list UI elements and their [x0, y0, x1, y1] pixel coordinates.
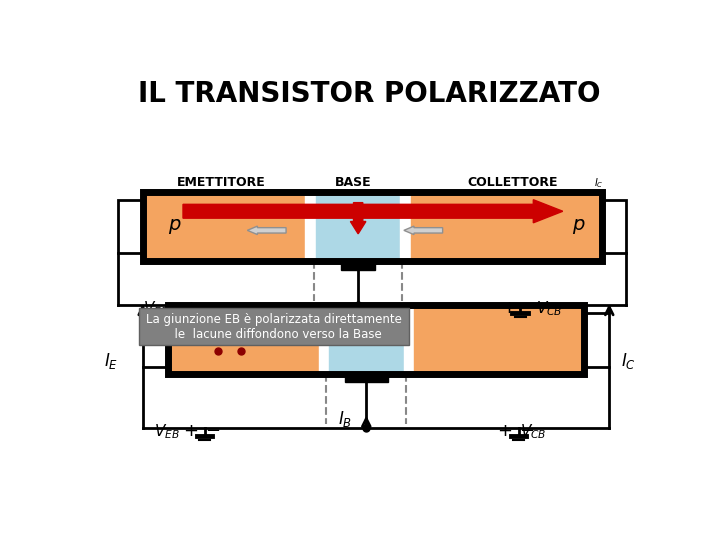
Text: IL TRANSISTOR POLARIZZATO: IL TRANSISTOR POLARIZZATO	[138, 80, 600, 108]
Text: $p$: $p$	[168, 217, 181, 236]
Text: +: +	[184, 299, 198, 317]
Text: EMETTITORE: EMETTITORE	[177, 176, 266, 189]
Text: La giunzione EB è polarizzata direttamente
  le  lacune diffondono verso la Base: La giunzione EB è polarizzata direttamen…	[146, 313, 402, 341]
Text: $V_{EB}$: $V_{EB}$	[143, 300, 168, 318]
Bar	[168, 305, 319, 374]
Text: $I_B$: $I_B$	[338, 409, 352, 429]
Text: $I_C$: $I_C$	[594, 176, 603, 190]
Text: $I_C$: $I_C$	[621, 351, 636, 372]
FancyArrow shape	[248, 226, 286, 234]
Bar	[118, 200, 143, 253]
Bar	[143, 192, 601, 261]
Bar	[168, 305, 585, 374]
Bar	[341, 260, 375, 271]
Text: BASE: BASE	[336, 176, 372, 189]
Bar	[143, 313, 168, 367]
Text: $I_E$: $I_E$	[104, 351, 118, 372]
FancyBboxPatch shape	[139, 308, 409, 345]
Bar	[143, 192, 305, 261]
Bar	[414, 305, 585, 374]
Bar	[411, 192, 601, 261]
Bar	[319, 305, 329, 374]
Text: $V_{CB}$: $V_{CB}$	[536, 300, 562, 318]
FancyArrow shape	[183, 200, 563, 223]
Text: −: −	[205, 422, 220, 440]
Bar	[400, 192, 411, 261]
Text: −: −	[519, 422, 534, 440]
Text: $V_{EB}$: $V_{EB}$	[153, 423, 179, 441]
Text: +: +	[184, 422, 198, 440]
Text: COLLETTORE: COLLETTORE	[467, 176, 557, 189]
FancyArrow shape	[404, 226, 443, 234]
Bar	[601, 200, 626, 253]
Text: +: +	[497, 422, 512, 440]
Bar	[585, 313, 609, 367]
Bar	[305, 192, 316, 261]
Bar	[316, 192, 400, 261]
Text: +: +	[501, 299, 516, 317]
Text: −: −	[205, 299, 220, 317]
Bar	[404, 305, 414, 374]
Text: −: −	[521, 299, 536, 317]
Text: $p$: $p$	[572, 217, 586, 236]
Bar	[345, 373, 388, 382]
Text: $V_{CB}$: $V_{CB}$	[520, 423, 546, 441]
FancyArrow shape	[351, 202, 366, 234]
Bar	[329, 305, 404, 374]
